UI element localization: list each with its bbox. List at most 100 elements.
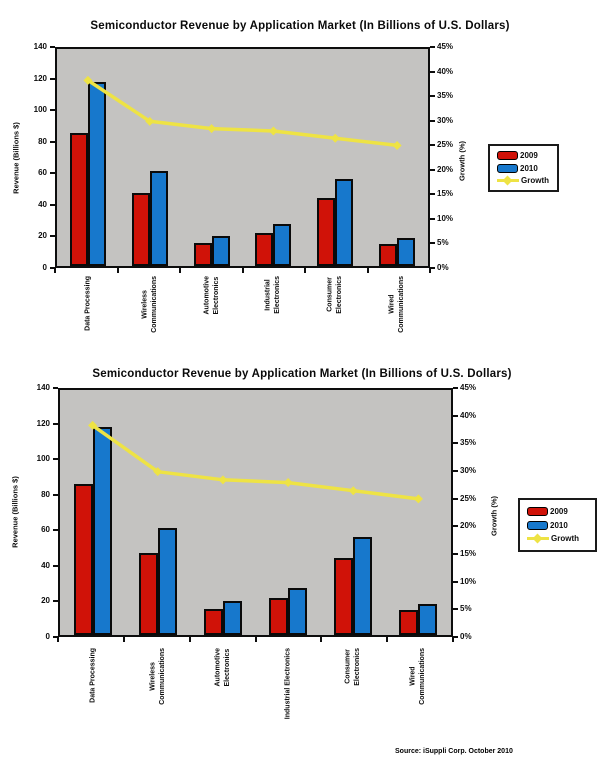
- source-note: Source: iSuppli Corp. October 2010: [395, 748, 513, 755]
- chart-title: Semiconductor Revenue by Application Mar…: [92, 368, 512, 380]
- growth-marker-wireless-communications: [145, 116, 155, 126]
- y-right-tick-label: 35%: [437, 91, 454, 101]
- y-left-tick-mark: [50, 46, 55, 48]
- y-left-tick-mark: [50, 77, 55, 80]
- legend-growth-line-swatch: [527, 533, 549, 544]
- growth-marker-automotive-electronics: [218, 475, 228, 485]
- y-left-tick-label: 20: [41, 596, 50, 606]
- x-axis-tick-mark: [386, 637, 389, 642]
- y-right-tick-label: 30%: [437, 115, 454, 125]
- y-right-tick-mark: [430, 95, 435, 98]
- bar-2010-industrial-electronics: [273, 224, 292, 266]
- legend-swatch-2009: [527, 506, 548, 516]
- y-right-tick-label: 45%: [460, 383, 477, 392]
- y-right-tick-label: 0%: [460, 632, 472, 641]
- bar-2010-wireless-communications: [157, 528, 177, 635]
- x-axis-tick-mark: [320, 637, 323, 642]
- legend: 2009 2010 Growth: [488, 144, 559, 192]
- bar-2009-wireless-communications: [131, 193, 150, 266]
- bar-2010-consumer-electronics: [335, 179, 354, 266]
- bar-2010-data-processing: [92, 427, 112, 635]
- legend-label-2009: 2009: [520, 151, 538, 161]
- growth-line-layer: [88, 420, 423, 504]
- legend-swatch-2009: [497, 151, 518, 161]
- legend-swatch-2010: [527, 520, 548, 530]
- y-right-tick-mark: [453, 387, 458, 389]
- y-left-tick-mark: [53, 493, 58, 496]
- growth-marker-wired-communications: [413, 494, 423, 504]
- y-left-tick-label: 80: [38, 136, 47, 146]
- legend-item-2010: 2010: [497, 163, 555, 173]
- y-right-tick-label: 45%: [437, 42, 454, 51]
- y-left-tick-label: 140: [36, 383, 50, 392]
- right-axis-title: Growth (%): [489, 496, 499, 536]
- growth-marker-industrial-electronics: [268, 126, 278, 136]
- y-right-tick-label: 10%: [437, 213, 454, 223]
- bar-2009-wireless-communications: [138, 553, 158, 635]
- y-left-tick-label: 140: [33, 42, 47, 51]
- y-right-tick-label: 20%: [460, 521, 477, 531]
- chart-title: Semiconductor Revenue by Application Mar…: [90, 20, 510, 32]
- x-category-label-wired-communications: Wired Communications: [409, 648, 427, 705]
- y-left-tick-mark: [53, 422, 58, 425]
- x-category-label-automotive-electronics: Automotive Electronics: [214, 648, 231, 687]
- growth-marker-wired-communications: [392, 140, 402, 150]
- y-left-tick-label: 120: [33, 73, 47, 83]
- y-left-tick-mark: [50, 109, 55, 112]
- bar-2009-consumer-electronics: [317, 198, 336, 266]
- growth-marker-automotive-electronics: [207, 124, 217, 134]
- growth-line: [86, 78, 398, 148]
- x-axis-tick-mark: [366, 268, 369, 273]
- y-right-tick-mark: [453, 553, 458, 555]
- y-right-tick-mark: [430, 70, 435, 73]
- bar-2010-automotive-electronics: [222, 601, 242, 635]
- y-left-tick-mark: [50, 172, 55, 175]
- y-right-tick-mark: [453, 497, 458, 500]
- y-left-tick-mark: [53, 600, 58, 603]
- y-right-tick-label: 30%: [460, 466, 477, 475]
- y-right-tick-mark: [430, 46, 435, 48]
- y-right-tick-label: 40%: [437, 66, 454, 76]
- bar-2010-consumer-electronics: [353, 537, 373, 635]
- y-right-tick-label: 15%: [460, 549, 477, 558]
- y-right-tick-label: 5%: [437, 238, 449, 248]
- bar-2009-industrial-electronics: [269, 598, 289, 635]
- bar-2010-industrial-electronics: [288, 588, 308, 635]
- x-axis-tick-mark: [188, 637, 191, 642]
- y-right-tick-mark: [430, 267, 435, 269]
- x-axis-tick-mark: [304, 268, 306, 273]
- bar-2009-automotive-electronics: [193, 243, 212, 266]
- x-axis-tick-mark: [429, 268, 431, 273]
- y-right-tick-mark: [430, 144, 435, 147]
- bar-2009-wired-communications: [399, 610, 419, 635]
- y-right-tick-label: 35%: [460, 438, 477, 448]
- y-left-tick-mark: [53, 458, 58, 461]
- x-axis-tick-mark: [122, 637, 125, 642]
- y-right-tick-label: 20%: [437, 164, 454, 174]
- y-right-tick-mark: [453, 414, 458, 417]
- y-right-tick-mark: [453, 470, 458, 472]
- y-left-tick-label: 0: [45, 632, 50, 641]
- plot-area: [55, 47, 430, 268]
- growth-marker-wireless-communications: [153, 467, 163, 477]
- y-right-tick-label: 0%: [437, 263, 449, 272]
- y-left-tick-mark: [53, 636, 58, 638]
- y-left-tick-label: 40: [38, 199, 47, 209]
- growth-marker-industrial-electronics: [283, 478, 293, 488]
- x-axis-tick-mark: [254, 637, 257, 642]
- y-left-tick-mark: [53, 529, 58, 532]
- legend-item-growth: Growth: [497, 175, 555, 186]
- legend-label-growth: Growth: [551, 534, 579, 544]
- y-left-tick-mark: [50, 235, 55, 238]
- plot-area: [58, 388, 453, 637]
- growth-line: [91, 423, 419, 501]
- legend-item-2010: 2010: [527, 520, 593, 530]
- y-right-tick-mark: [453, 525, 458, 528]
- left-axis-title: Revenue (Billions $): [10, 476, 20, 548]
- y-right-tick-label: 25%: [437, 140, 454, 150]
- y-left-tick-label: 60: [38, 168, 47, 178]
- legend-growth-line-swatch: [497, 175, 519, 186]
